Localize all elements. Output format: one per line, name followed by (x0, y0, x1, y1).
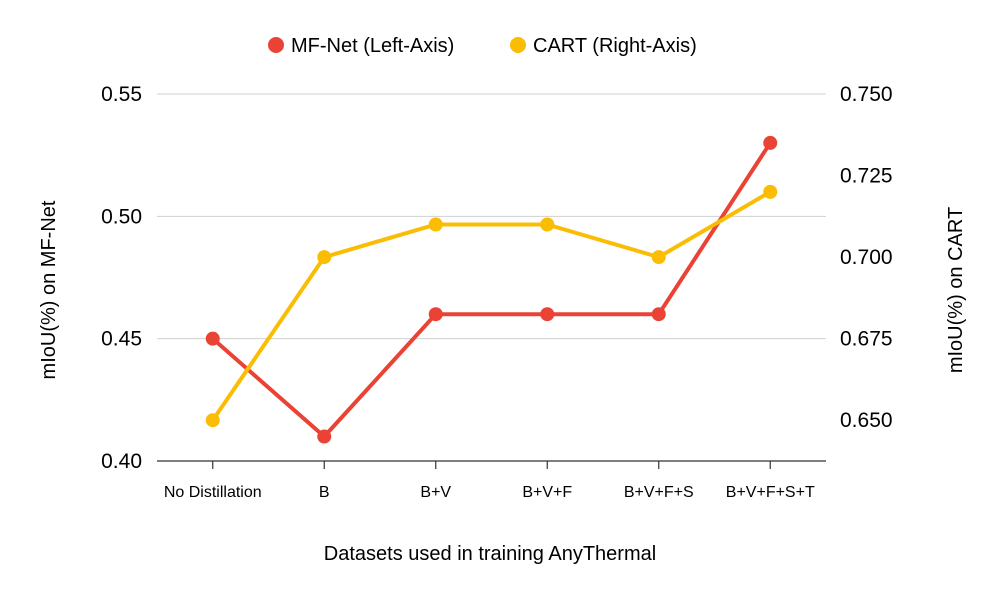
data-point (540, 217, 555, 232)
x-tick-label: B+V+F+S (624, 484, 694, 501)
data-point (763, 184, 778, 199)
y-left-tick-label: 0.45 (101, 328, 142, 351)
x-tick-label: B+V+F (522, 484, 572, 501)
x-tick-label: B+V+F+S+T (726, 484, 815, 501)
y-right-tick-label: 0.700 (840, 246, 893, 269)
data-point (763, 135, 778, 150)
y-left-tick-label: 0.50 (101, 205, 142, 228)
y-axis-right-title: mIoU(%) on CART (945, 207, 967, 373)
legend-marker (268, 37, 284, 53)
axes: 0.40 0.45 0.50 0.55 0.650 0.675 0.700 0.725 0.75… (101, 83, 892, 501)
data-point (428, 217, 443, 232)
series-line (211, 141, 772, 439)
y-right-tick-label: 0.725 (840, 165, 893, 188)
data-point (540, 307, 555, 322)
data-point (651, 307, 666, 322)
series (205, 135, 778, 444)
data-point (651, 250, 666, 265)
y-right-tick-label: 0.675 (840, 328, 893, 351)
y-right-tick-label: 0.650 (840, 409, 893, 432)
data-point (205, 331, 220, 346)
x-tick-label: B (319, 484, 330, 501)
y-right-tick-label: 0.750 (840, 83, 893, 106)
data-point (428, 307, 443, 322)
series-line (211, 190, 772, 422)
data-point (205, 413, 220, 428)
x-tick-label: No Distillation (164, 484, 262, 501)
legend: MF-Net (Left-Axis) CART (Right-Axis) (268, 35, 697, 57)
x-tick-label: B+V (420, 484, 451, 501)
legend-label: MF-Net (Left-Axis) (291, 35, 454, 57)
y-axis-left-title: mIoU(%) on MF-Net (38, 200, 60, 379)
data-point (317, 429, 332, 444)
y-left-tick-label: 0.55 (101, 83, 142, 106)
x-axis-title: Datasets used in training AnyThermal (324, 543, 656, 565)
legend-label: CART (Right-Axis) (533, 35, 697, 57)
data-point (317, 250, 332, 265)
y-left-tick-label: 0.40 (101, 450, 142, 473)
legend-marker (510, 37, 526, 53)
